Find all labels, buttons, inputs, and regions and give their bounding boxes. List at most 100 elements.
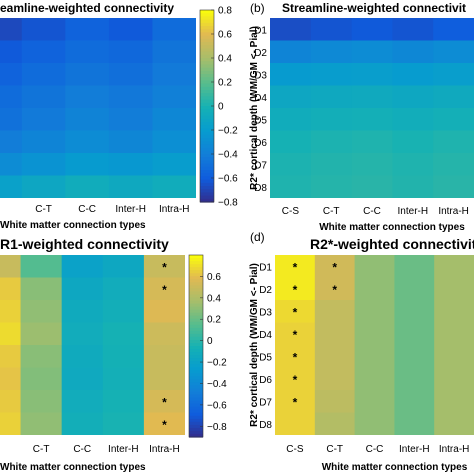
heatmap-cell: [143, 412, 185, 435]
colorbar-segment: [189, 349, 203, 353]
x-axis-label: White matter connection types: [0, 220, 146, 231]
colorbar-segment: [200, 198, 214, 203]
colorbar-segment: [200, 61, 214, 65]
colorbar-segment: [200, 192, 214, 197]
heatmap-cell: [152, 85, 196, 109]
colorbar-segment: [200, 19, 214, 24]
colorbar-segment: [189, 300, 203, 305]
heatmap-cell: [314, 300, 356, 323]
colorbar-segment: [189, 321, 203, 326]
colorbar-segment: [200, 106, 214, 110]
heatmap-cell: [433, 108, 474, 131]
x-tick-label: C-S: [286, 444, 304, 455]
colorbar-segment: [189, 382, 203, 387]
heatmap-cell: [310, 18, 353, 41]
heatmap-cell: [314, 255, 356, 278]
heatmap-cell: [314, 390, 356, 413]
heatmap-cell: [61, 345, 104, 368]
colorbar-segment: [200, 42, 214, 46]
heatmap-cell: [275, 277, 316, 301]
heatmap-cell: [434, 412, 474, 435]
heatmap-cell: [351, 63, 393, 86]
colorbar-segment: [200, 122, 214, 126]
heatmap-cell: [152, 175, 196, 198]
colorbar-segment: [200, 93, 214, 97]
colorbar-segment: [200, 10, 214, 14]
heatmap-cell: [354, 345, 395, 368]
heatmap-cell: [351, 153, 393, 176]
colorbar-segment: [189, 315, 203, 320]
row-label: D2: [259, 285, 272, 296]
panel-d-letter: (d): [250, 230, 265, 244]
colorbar-segment: [200, 83, 214, 88]
colorbar-segment: [189, 397, 203, 402]
heatmap-cell: [143, 255, 185, 278]
colorbar-tick-label: −0.6: [207, 400, 227, 411]
colorbar-segment: [200, 32, 214, 37]
heatmap-cell: [65, 85, 110, 109]
row-label: D8: [259, 420, 272, 431]
row-label: D3: [254, 70, 267, 81]
heatmap-cell: [351, 85, 393, 109]
heatmap-cell: [392, 18, 434, 41]
heatmap-cell: [434, 255, 474, 278]
colorbar-segment: [189, 318, 203, 323]
row-label: D6: [259, 375, 272, 386]
heatmap-cell: [270, 108, 312, 131]
significance-star: *: [332, 283, 337, 297]
heatmap-cell: [152, 130, 196, 154]
heatmap-cell: [394, 322, 435, 346]
colorbar-segment: [200, 163, 214, 168]
row-label: D6: [254, 138, 267, 149]
colorbar-segment: [189, 306, 203, 311]
heatmap-cell: [152, 40, 196, 64]
x-axis-label: White matter connection types: [0, 462, 146, 473]
heatmap-cell-partial: [0, 277, 22, 301]
heatmap-cell: [152, 18, 196, 41]
colorbar-segment: [200, 22, 214, 27]
colorbar-segment: [200, 144, 214, 149]
heatmap-cell: [21, 130, 66, 154]
colorbar-segment: [189, 400, 203, 405]
x-tick-label: C-C: [78, 204, 96, 215]
colorbar-segment: [200, 118, 214, 123]
heatmap-cell: [21, 108, 66, 131]
heatmap-cell: [310, 108, 353, 131]
colorbar-segment: [189, 333, 203, 338]
heatmap-cell: [65, 18, 110, 41]
colorbar-tick-label: 0.4: [218, 54, 232, 65]
colorbar-segment: [189, 273, 203, 277]
colorbar-tick-label: 0.6: [207, 272, 221, 283]
colorbar-segment: [189, 427, 203, 432]
heatmap-cell-partial: [0, 18, 23, 41]
panel-c-title: R1-weighted connectivity: [0, 236, 169, 252]
heatmap-cell: [21, 63, 66, 86]
colorbar-segment: [189, 361, 203, 365]
colorbar-segment: [200, 186, 214, 190]
colorbar-segment: [189, 373, 203, 377]
colorbar-segment: [200, 109, 214, 113]
colorbar-segment: [200, 90, 214, 94]
colorbar-segment: [200, 38, 214, 43]
heatmap-cell: [310, 40, 353, 64]
heatmap-cell: [434, 300, 474, 323]
heatmap-cell: [65, 108, 110, 131]
heatmap-cell: [354, 390, 395, 413]
panel-b-heatmap: C-S C-T C-C Inter-H Intra-H D1 D2 D3 D4 D5 D6 D7 D8 W…: [249, 18, 474, 233]
heatmap-cell: [270, 40, 312, 64]
colorbar-tick-label: −0.4: [218, 150, 238, 161]
row-label: D4: [259, 330, 272, 341]
heatmap-cell: [108, 108, 153, 131]
row-label: D3: [259, 307, 272, 318]
colorbar-segment: [189, 406, 203, 411]
colorbar-segment: [200, 195, 214, 200]
x-tick-label: Intra-H: [149, 444, 180, 455]
heatmap-cell: [102, 255, 145, 278]
colorbar-segment: [200, 128, 214, 133]
colorbar-segment: [189, 339, 203, 344]
heatmap-cell: [61, 367, 104, 391]
heatmap-cell: [108, 18, 153, 41]
heatmap-cell-partial: [0, 40, 23, 64]
